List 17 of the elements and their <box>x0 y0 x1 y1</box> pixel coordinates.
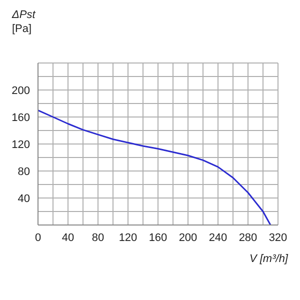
x-tick-label: 160 <box>148 232 168 244</box>
x-tick-label: 200 <box>178 232 198 244</box>
x-tick-label: 280 <box>238 232 258 244</box>
y-tick-label: 120 <box>12 138 30 151</box>
x-tick-label: 80 <box>92 232 104 244</box>
y-tick-label: 200 <box>12 84 30 97</box>
x-tick-label: 120 <box>118 232 138 244</box>
x-axis-title: V [m³/h] <box>249 253 288 265</box>
line-series <box>38 110 272 225</box>
x-tick-label: 320 <box>268 232 288 244</box>
y-axis-title: ΔPst [Pa] <box>12 8 36 36</box>
x-tick-label: 0 <box>34 232 42 244</box>
y-tick-label: 160 <box>12 112 30 124</box>
x-tick-label: 240 <box>208 232 228 244</box>
x-tick-label: 40 <box>62 232 74 244</box>
y-tick-label: 80 <box>18 166 30 178</box>
y-tick-label: 40 <box>18 192 30 205</box>
